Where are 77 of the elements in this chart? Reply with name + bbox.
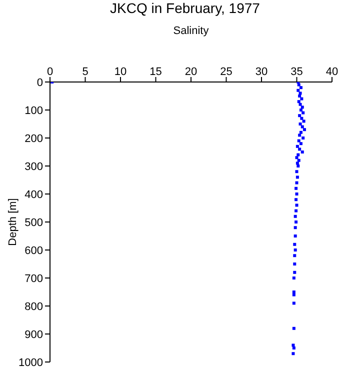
point: [296, 162, 299, 165]
point: [294, 209, 298, 212]
point: [294, 226, 297, 230]
point: [295, 192, 298, 196]
point: [299, 86, 302, 90]
x-tick-label: 35: [290, 66, 303, 78]
point: [295, 204, 298, 207]
point: [300, 125, 304, 128]
x-tick-label: 25: [220, 66, 232, 78]
point: [298, 94, 302, 98]
point: [294, 234, 297, 238]
point: [298, 122, 302, 126]
y-tick-label: 300: [24, 160, 43, 173]
x-tick-label: 40: [326, 66, 338, 78]
point: [296, 176, 299, 179]
point: [298, 92, 302, 95]
y-tick-label: 500: [24, 216, 43, 229]
point: [295, 156, 298, 160]
y-tick-label: 600: [24, 244, 43, 257]
point: [297, 100, 300, 104]
y-tick-label: 800: [24, 300, 43, 313]
point: [295, 181, 298, 184]
y-tick-label: 100: [24, 104, 43, 117]
point: [299, 142, 302, 146]
y-tick-label: 200: [24, 132, 43, 145]
point: [302, 111, 305, 114]
point: [297, 83, 300, 86]
y-axis-title: Depth [m]: [6, 198, 19, 246]
y-tick-label: 900: [24, 328, 43, 341]
point: [298, 148, 302, 151]
point: [292, 276, 296, 280]
x-tick-label: 20: [184, 66, 198, 78]
point: [299, 130, 302, 134]
point: [300, 106, 304, 109]
x-tick-label: 0: [46, 66, 54, 78]
point: [294, 214, 297, 218]
x-tick-label: 10: [114, 66, 127, 78]
point: [293, 262, 296, 266]
point: [302, 136, 305, 140]
x-tick-label: 5: [82, 66, 88, 78]
point: [302, 120, 306, 123]
point: [294, 220, 298, 224]
point: [293, 242, 296, 246]
point: [293, 254, 296, 258]
point: [297, 139, 300, 142]
point: [296, 144, 299, 148]
point: [293, 270, 296, 274]
y-tick-label: 0: [36, 76, 43, 89]
x-tick-label: 30: [255, 66, 268, 78]
point: [299, 108, 302, 112]
point: [303, 128, 306, 132]
y-tick-label: 1000: [18, 356, 43, 369]
point: [294, 248, 297, 252]
point: [300, 116, 304, 120]
point: [297, 158, 300, 162]
point: [292, 352, 295, 356]
point: [295, 170, 298, 174]
point: [292, 346, 296, 350]
point: [294, 198, 298, 202]
point: [298, 114, 302, 118]
point: [292, 302, 296, 305]
point: [294, 186, 298, 190]
y-tick-label: 400: [24, 188, 43, 201]
point: [298, 102, 302, 106]
point: [296, 164, 300, 168]
point: [292, 344, 295, 347]
point: [296, 88, 300, 92]
x-tick-label: 15: [150, 66, 162, 78]
point: [292, 293, 296, 296]
point: [300, 150, 304, 154]
point: [298, 134, 302, 137]
y-tick-label: 700: [24, 272, 43, 285]
x-axis-title: Salinity: [173, 25, 210, 37]
chart-title: JKCQ in February, 1977: [109, 0, 261, 18]
point: [300, 97, 304, 100]
point: [292, 290, 296, 294]
point: [292, 326, 296, 330]
